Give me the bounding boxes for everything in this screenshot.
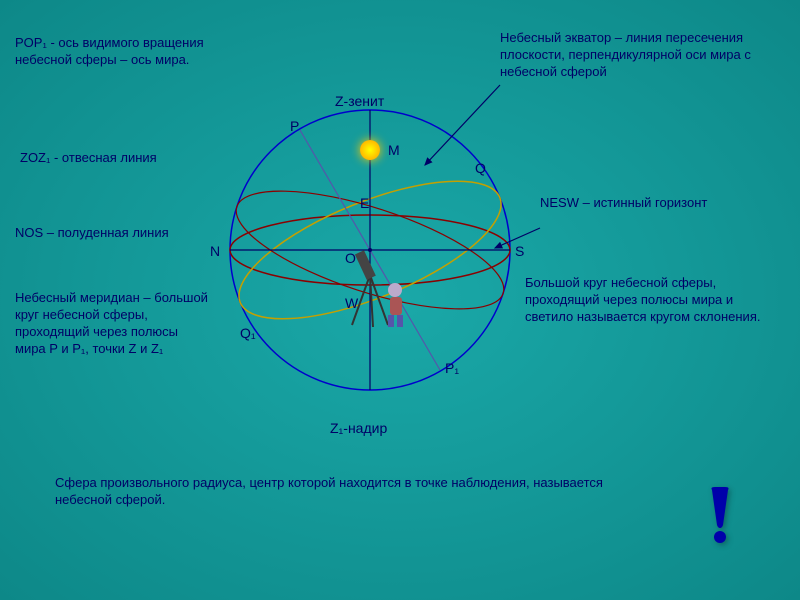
label-definition: Сфера произвольного радиуса, центр котор… — [55, 475, 635, 509]
point-w: W — [345, 295, 358, 311]
point-e: E — [360, 195, 369, 211]
point-nadir: Z₁-надир — [330, 420, 387, 436]
label-nesw: NESW – истинный горизонт — [540, 195, 740, 212]
label-equator: Небесный экватор – линия пересечения пло… — [500, 30, 780, 81]
point-o: O — [345, 250, 356, 266]
label-meridian: Небесный меридиан – большой круг небесно… — [15, 290, 210, 358]
point-p: P — [290, 118, 299, 134]
label-circle: Большой круг небесной сферы, проходящий … — [525, 275, 775, 326]
point-m: M — [388, 142, 400, 158]
point-q: Q — [475, 160, 486, 176]
label-pop1: POP₁ - ось видимого вращения небесной сф… — [15, 35, 215, 69]
exclamation-icon — [700, 485, 740, 545]
label-nos: NOS – полуденная линия — [15, 225, 195, 242]
celestial-sphere: P P₁ Q Q₁ N S E W O M — [220, 100, 520, 400]
label-zoz1: ZOZ₁ - отвесная линия — [20, 150, 200, 167]
sun-icon — [360, 140, 380, 160]
point-n: N — [210, 243, 220, 259]
point-q1: Q₁ — [240, 325, 256, 341]
point-p1: P₁ — [445, 360, 459, 376]
point-s: S — [515, 243, 524, 259]
